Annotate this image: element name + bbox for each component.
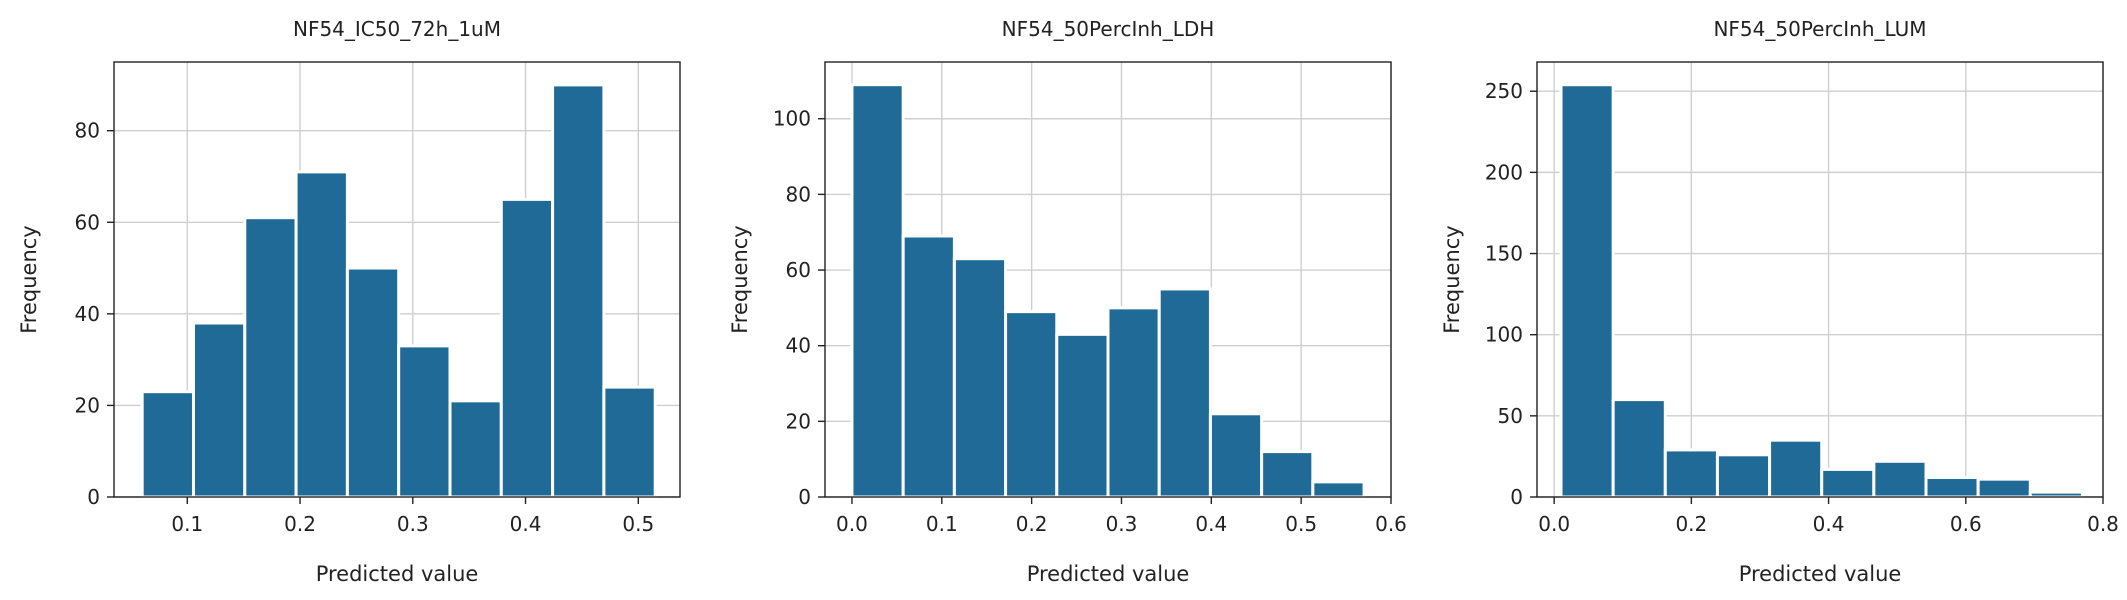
y-tick-label: 150 xyxy=(1485,242,1523,266)
histogram-bar xyxy=(294,170,349,499)
y-axis-label: Frequency xyxy=(1440,225,1464,334)
axes-frame xyxy=(113,61,681,498)
x-tick-label: 0.1 xyxy=(926,512,958,536)
x-tick-label: 0.3 xyxy=(397,512,429,536)
histogram-bar xyxy=(1924,476,1980,499)
y-tick-label: 250 xyxy=(1485,79,1523,103)
y-tick-label: 100 xyxy=(773,107,811,131)
x-tick-label: 0.3 xyxy=(1106,512,1138,536)
x-tick-label: 0.5 xyxy=(1285,512,1317,536)
y-tick-label: 50 xyxy=(1498,404,1523,428)
histogram-bar xyxy=(191,321,247,499)
x-tick-label: 0.4 xyxy=(510,512,542,536)
y-tick-label: 80 xyxy=(75,119,100,143)
x-axis-label: Predicted value xyxy=(316,562,479,586)
histogram-bar xyxy=(345,266,401,499)
histogram-bar xyxy=(1976,477,2032,499)
histogram-panel-3: 0.0 0.2 0.4 0.6 0.8 0 50 100 150 200 250 NF54_50Per… xyxy=(1440,17,2119,586)
x-tick-label: 0.4 xyxy=(1813,512,1845,536)
y-tick-label: 80 xyxy=(786,182,811,206)
histogram-bar xyxy=(1260,450,1315,499)
histogram-bar xyxy=(397,344,452,499)
x-tick-label: 0.4 xyxy=(1195,512,1227,536)
x-tick-label: 0.2 xyxy=(1675,512,1707,536)
y-tick-label: 20 xyxy=(75,393,100,417)
x-axis-label: Predicted value xyxy=(1027,562,1190,586)
y-tick-label: 0 xyxy=(1510,485,1523,509)
chart-title: NF54_IC50_72h_1uM xyxy=(293,17,501,41)
histogram-bar xyxy=(1820,467,1876,499)
histogram-bar xyxy=(448,399,503,499)
x-tick-label: 0.0 xyxy=(1538,512,1570,536)
histogram-panel-1: 0.1 0.2 0.3 0.4 0.5 0 20 40 60 80 NF54_IC50_72h_1u… xyxy=(17,17,681,586)
y-tick-label: 40 xyxy=(75,302,100,326)
x-tick-label: 0.6 xyxy=(1950,512,1982,536)
histogram-panel-2: 0.0 0.1 0.2 0.3 0.4 0.5 0.6 0 20 40 60 80 100 NF54_50… xyxy=(728,17,1407,586)
histogram-bar xyxy=(1872,459,1928,499)
axes-frame xyxy=(1536,61,2104,498)
x-tick-label: 0.6 xyxy=(1375,512,1407,536)
x-tick-label: 0.2 xyxy=(284,512,316,536)
histogram-bar xyxy=(1311,480,1366,499)
chart-title: NF54_50PercInh_LDH xyxy=(1002,17,1215,41)
y-tick-label: 0 xyxy=(798,485,811,509)
y-tick-label: 40 xyxy=(786,334,811,358)
y-tick-label: 200 xyxy=(1485,160,1523,184)
histogram-bar xyxy=(2028,490,2084,499)
y-axis-label: Frequency xyxy=(17,225,41,334)
y-axis-label: Frequency xyxy=(728,225,752,334)
y-tick-label: 60 xyxy=(75,210,100,234)
histogram-bar xyxy=(243,216,298,499)
y-tick-label: 100 xyxy=(1485,323,1523,347)
histogram-bar xyxy=(1559,83,1615,499)
histogram-bar xyxy=(1663,448,1719,499)
y-tick-label: 0 xyxy=(87,485,100,509)
histogram-bar xyxy=(901,234,956,499)
histogram-bar xyxy=(1715,453,1772,499)
histogram-bar xyxy=(1055,332,1110,499)
histogram-bar xyxy=(1208,412,1264,499)
histogram-bar xyxy=(602,385,657,499)
histogram-bar xyxy=(140,390,195,499)
histogram-bar xyxy=(551,83,606,499)
chart-title: NF54_50PercInh_LUM xyxy=(1713,17,1926,41)
histogram-bar xyxy=(499,197,555,499)
axes-frame xyxy=(824,61,1392,498)
histogram-bar xyxy=(1106,306,1161,499)
y-tick-label: 20 xyxy=(786,409,811,433)
x-tick-label: 0.5 xyxy=(622,512,654,536)
x-tick-label: 0.2 xyxy=(1016,512,1048,536)
x-axis-label: Predicted value xyxy=(1739,562,1902,586)
histogram-bar xyxy=(850,83,905,499)
histogram-bar xyxy=(1611,398,1667,499)
histogram-bar xyxy=(1004,310,1059,499)
histogram-bar xyxy=(1157,287,1212,499)
y-tick-label: 60 xyxy=(786,258,811,282)
x-tick-label: 0.1 xyxy=(171,512,203,536)
histogram-bar xyxy=(1768,438,1824,499)
histogram-bar xyxy=(952,257,1008,499)
x-tick-label: 0.8 xyxy=(2087,512,2119,536)
x-tick-label: 0.0 xyxy=(836,512,868,536)
